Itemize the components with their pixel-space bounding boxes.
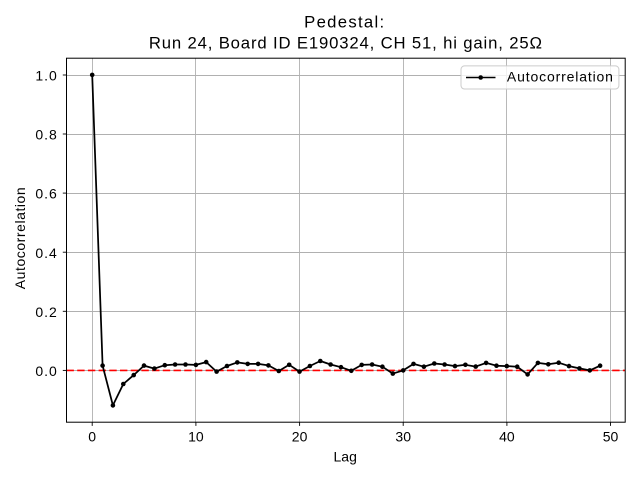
svg-text:1.0: 1.0: [35, 68, 57, 84]
svg-text:Pedestal:: Pedestal:: [304, 13, 385, 32]
svg-text:Autocorrelation: Autocorrelation: [507, 68, 614, 84]
svg-text:20: 20: [292, 429, 308, 445]
svg-text:50: 50: [603, 429, 619, 445]
svg-text:Run 24, Board ID E190324, CH 5: Run 24, Board ID E190324, CH 51, hi gain…: [149, 33, 543, 52]
svg-text:0.8: 0.8: [35, 127, 57, 143]
svg-text:0.4: 0.4: [35, 245, 57, 261]
svg-text:Lag: Lag: [334, 449, 357, 465]
svg-text:10: 10: [188, 429, 204, 445]
svg-text:0.6: 0.6: [35, 186, 57, 202]
svg-text:Autocorrelation: Autocorrelation: [12, 187, 28, 289]
svg-text:0: 0: [88, 429, 96, 445]
svg-text:0.2: 0.2: [35, 304, 57, 320]
svg-text:30: 30: [395, 429, 411, 445]
svg-text:40: 40: [499, 429, 515, 445]
svg-text:0.0: 0.0: [35, 363, 57, 379]
